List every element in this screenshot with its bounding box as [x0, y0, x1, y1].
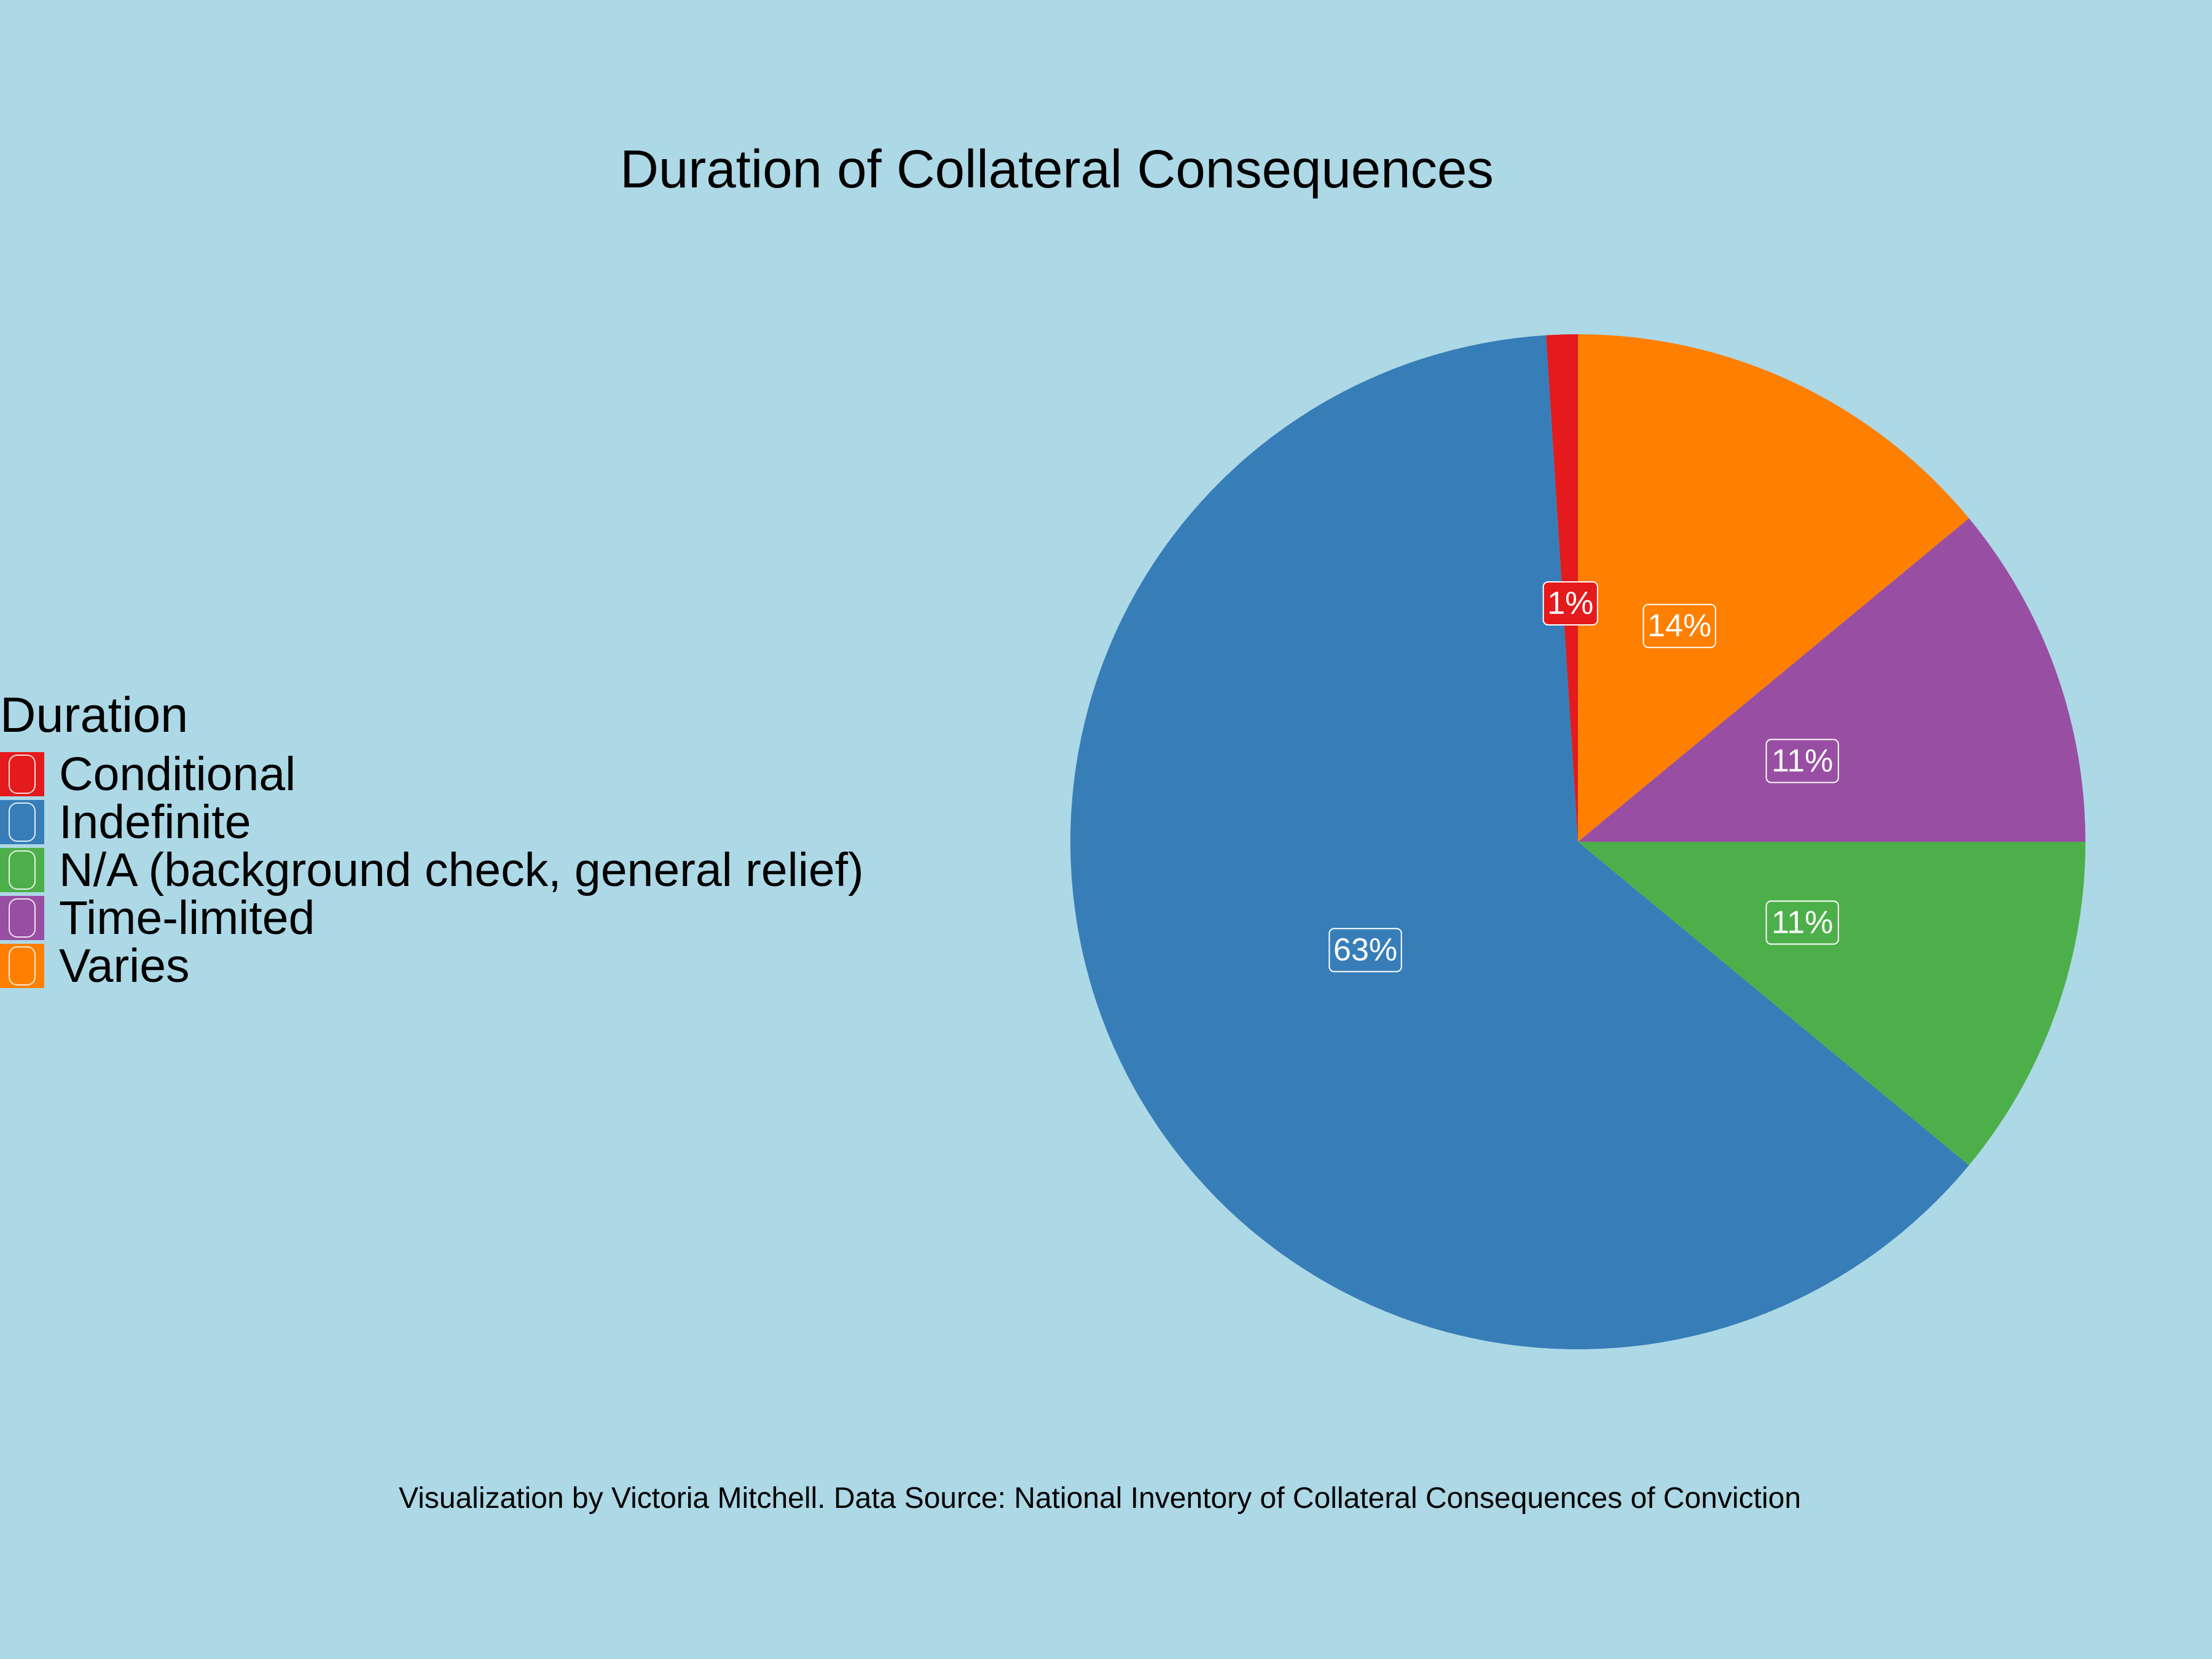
legend-label-glyph — [9, 802, 36, 842]
slice-label-box — [1765, 900, 1839, 945]
slice-data-label: 11% — [1765, 900, 1839, 945]
legend-label-glyph — [9, 898, 36, 938]
legend-key — [0, 752, 44, 797]
legend-label: Indefinite — [59, 795, 251, 849]
legend-item: Conditional — [0, 750, 864, 798]
slice-label-text: 14% — [1647, 608, 1711, 644]
legend-label-glyph — [9, 755, 36, 794]
pie-slice — [1070, 335, 1969, 1350]
legend-items: Conditional Indefinite N/A (background che… — [0, 750, 864, 990]
legend-label-glyph — [9, 946, 36, 986]
slice-label-box — [1328, 928, 1402, 973]
pie-slices — [1070, 334, 2085, 1350]
legend-label: Varies — [59, 939, 190, 992]
slice-label-text: 11% — [1771, 905, 1833, 941]
legend-key — [0, 944, 44, 989]
legend-label: Time-limited — [59, 891, 315, 944]
legend-item: N/A (background check, general relief) — [0, 846, 864, 894]
legend-item: Varies — [0, 942, 864, 990]
slice-data-label: 11% — [1765, 739, 1839, 783]
slice-data-label: 63% — [1328, 928, 1402, 973]
slice-label-text: 63% — [1333, 932, 1397, 968]
slice-label-box — [1542, 581, 1598, 626]
legend-key — [0, 896, 44, 941]
slice-data-label: 1% — [1542, 581, 1598, 626]
legend-key — [0, 800, 44, 845]
pie-slice — [1578, 842, 2085, 1166]
legend-label: N/A (background check, general relief) — [59, 843, 864, 896]
legend: Duration Conditional Indefinite N/A (backg… — [0, 688, 864, 990]
legend-item: Time-limited — [0, 894, 864, 942]
legend-title: Duration — [0, 688, 189, 743]
slice-label-text: 11% — [1771, 743, 1833, 779]
chart-caption: Visualization by Victoria Mitchell. Data… — [398, 1482, 1802, 1515]
legend-item: Indefinite — [0, 798, 864, 846]
legend-key — [0, 848, 44, 893]
chart-title: Duration of Collateral Consequences — [620, 139, 1494, 199]
slice-data-label: 14% — [1642, 603, 1716, 648]
slice-label-box — [1765, 739, 1839, 783]
pie-slice — [1578, 518, 2085, 842]
pie-slice-labels: 1% 63% 11% 11% 14% — [1328, 581, 1839, 973]
slice-label-box — [1642, 603, 1716, 648]
legend-label: Conditional — [59, 747, 296, 801]
pie-slice — [1578, 334, 1969, 842]
slice-label-text: 1% — [1547, 586, 1593, 621]
legend-label-glyph — [9, 850, 36, 890]
